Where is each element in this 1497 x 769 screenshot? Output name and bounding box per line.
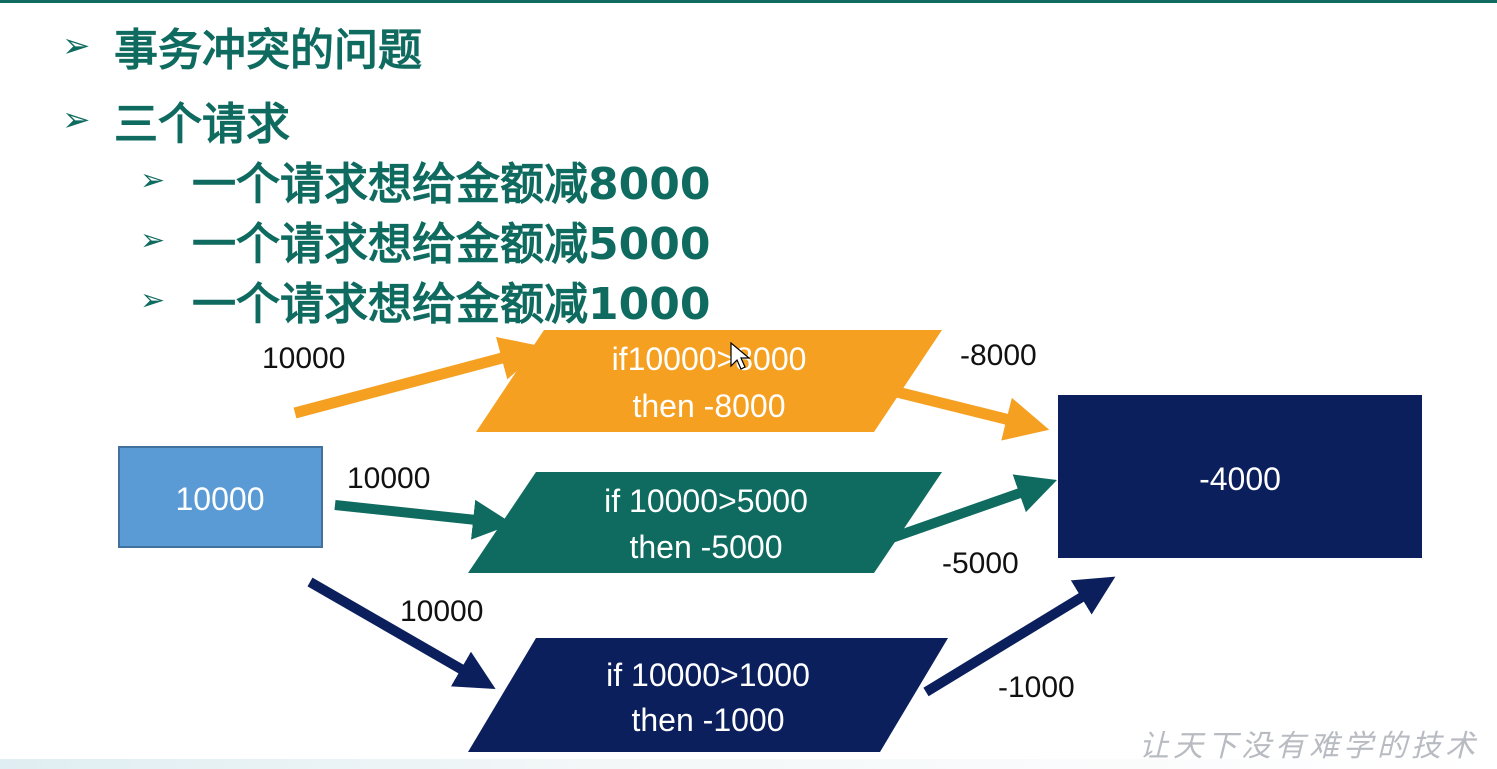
bullet-arrow-icon: ➢ <box>140 162 166 198</box>
bullet-text: 一个请求想给金额减8000 <box>192 159 711 210</box>
bullet-text: 一个请求想给金额减5000 <box>192 219 711 270</box>
watermark: 让天下没有难学的技术 <box>1139 729 1479 764</box>
condition-8000-line2: then -8000 <box>632 388 785 424</box>
top-rule <box>0 0 1497 3</box>
bullet-text: 事务冲突的问题 <box>114 25 422 76</box>
condition-5000-line2: then -5000 <box>629 529 782 565</box>
source-value: 10000 <box>176 481 265 517</box>
source-box <box>118 446 323 548</box>
edge-label-in-5000: 10000 <box>347 462 430 495</box>
bullet-three-requests: ➢ 三个请求 <box>62 88 290 152</box>
condition-1000-line1: if 10000>1000 <box>606 657 810 693</box>
bullet-arrow-icon: ➢ <box>62 26 91 66</box>
edge-label-out-5000: -5000 <box>942 547 1019 580</box>
bullet-request-1000: ➢ 一个请求想给金额减1000 <box>140 268 710 332</box>
arrow-in-8000 <box>293 336 545 419</box>
condition-1000-line2: then -1000 <box>631 702 784 738</box>
bullet-text: 一个请求想给金额减1000 <box>192 279 711 330</box>
bullet-text: 三个请求 <box>114 99 290 150</box>
arrow-in-1000 <box>307 577 496 689</box>
edge-label-in-8000: 10000 <box>262 342 345 375</box>
bottom-decoration <box>0 759 1497 769</box>
bullet-request-8000: ➢ 一个请求想给金额减8000 <box>140 148 710 212</box>
condition-8000-line1: if10000>8000 <box>612 341 807 377</box>
result-value: -4000 <box>1199 461 1281 497</box>
bullet-arrow-icon: ➢ <box>140 282 166 318</box>
result-box <box>1058 395 1422 558</box>
edge-label-out-8000: -8000 <box>960 339 1037 372</box>
bullet-arrow-icon: ➢ <box>62 100 91 140</box>
edge-label-out-1000: -1000 <box>998 671 1075 704</box>
bullet-request-5000: ➢ 一个请求想给金额减5000 <box>140 208 710 272</box>
condition-5000-line1: if 10000>5000 <box>604 483 808 519</box>
condition-1000-shape <box>468 638 948 752</box>
arrow-in-5000 <box>334 499 513 540</box>
bullet-transaction-conflict: ➢ 事务冲突的问题 <box>62 14 422 78</box>
condition-5000-shape <box>468 472 942 573</box>
arrow-out-5000 <box>884 474 1057 545</box>
edge-label-in-1000: 10000 <box>400 595 483 628</box>
arrow-out-8000 <box>895 386 1050 441</box>
mouse-cursor-icon <box>730 341 751 370</box>
condition-8000-shape <box>476 330 942 432</box>
bullet-arrow-icon: ➢ <box>140 222 166 258</box>
arrow-out-1000 <box>923 576 1116 697</box>
